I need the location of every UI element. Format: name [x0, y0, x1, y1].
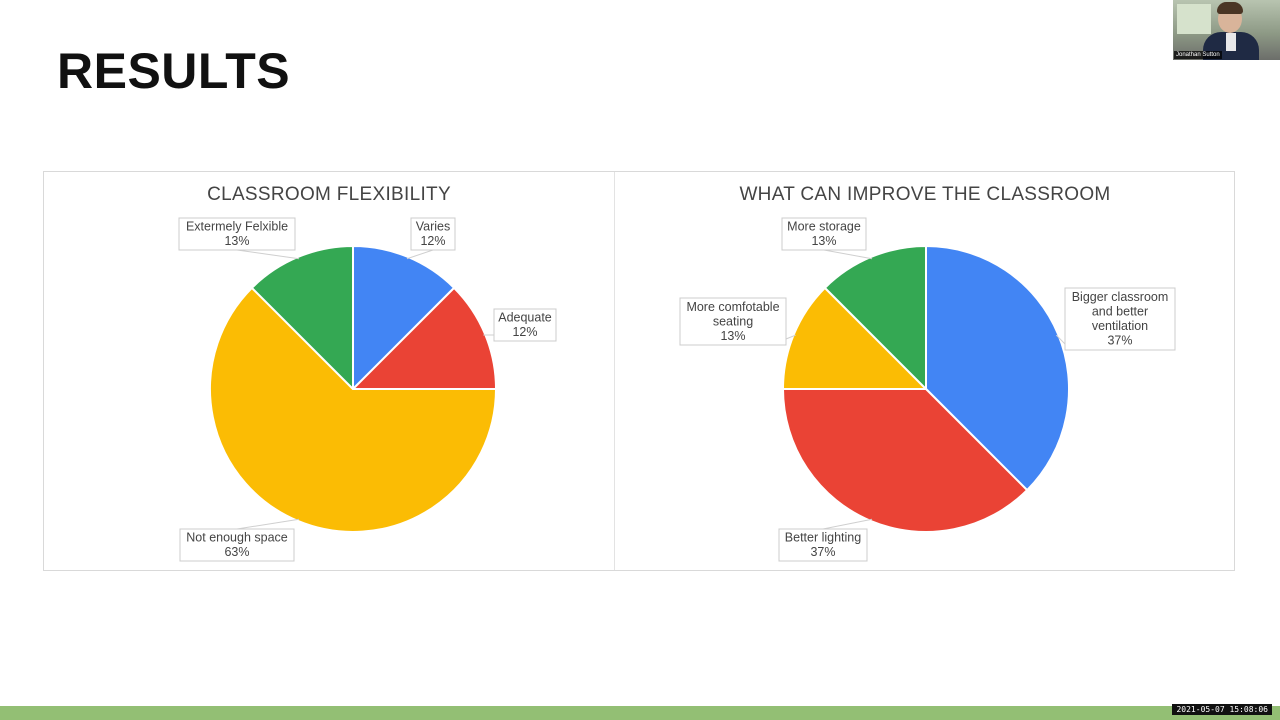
slice-percent-text: 12% — [512, 325, 537, 339]
participant-video-tile[interactable]: Jonathan Sutton — [1173, 0, 1280, 60]
callout-leader-line — [1055, 334, 1066, 345]
callout-box — [778, 528, 868, 562]
callout-box — [781, 217, 867, 251]
slice-label-text: More storage — [787, 220, 861, 234]
chart-title: CLASSROOM FLEXIBILITY — [207, 184, 451, 205]
chart-panel-improve-classroom: WHAT CAN IMPROVE THE CLASSROOM Bigger cl… — [614, 172, 1235, 570]
slice-label-text: Bigger classroom — [1072, 290, 1169, 304]
callout-leader-line — [785, 334, 796, 340]
slice-percent-text: 63% — [224, 545, 249, 559]
callout-box — [179, 528, 295, 562]
callout-leader-line — [406, 249, 434, 260]
charts-frame: CLASSROOM FLEXIBILITY Varies 12% Adequate 1… — [43, 171, 1235, 571]
slice-percent-text: 37% — [810, 545, 835, 559]
slice-label-text: Adequate — [498, 311, 552, 325]
callout-leader-line — [236, 249, 300, 260]
slice-percent-text: 12% — [420, 234, 445, 248]
chart-panel-classroom-flexibility: CLASSROOM FLEXIBILITY Varies 12% Adequate 1… — [44, 172, 614, 570]
bottom-accent-bar — [0, 706, 1280, 720]
callout-leader-line — [236, 518, 300, 530]
slice-percent-text: 37% — [1107, 334, 1132, 348]
video-background — [1177, 4, 1211, 34]
pie-slice-extermely-felxible[interactable] — [250, 245, 354, 390]
pie-slice-better-lighting[interactable] — [782, 388, 1029, 533]
slice-label-text: Better lighting — [785, 531, 861, 545]
callout-leader-line — [822, 518, 873, 530]
slice-percent-text: 13% — [811, 234, 836, 248]
slice-label-text: ventilation — [1092, 319, 1148, 333]
pie-slice-varies[interactable] — [352, 245, 456, 390]
callout-box — [679, 297, 787, 346]
pie-slice-bigger-classroom-and-better-ventilation[interactable] — [925, 245, 1070, 492]
slide-title: RESULTS — [57, 43, 291, 99]
pie-slices — [782, 245, 1070, 533]
callout-box — [410, 217, 456, 251]
slice-label-text: Varies — [416, 220, 451, 234]
slice-label-text: seating — [713, 314, 753, 328]
slice-percent-text: 13% — [224, 234, 249, 248]
pie-slice-not-enough-space[interactable] — [209, 286, 497, 533]
participant-hair — [1217, 2, 1243, 14]
slice-label-text: and better — [1092, 305, 1148, 319]
callout-box — [178, 217, 296, 251]
slice-label-text: Extermely Felxible — [186, 220, 288, 234]
recording-timestamp: 2021-05-07 15:08:06 — [1172, 704, 1272, 715]
callout-leader-line — [823, 249, 873, 260]
participant-shirt — [1226, 33, 1236, 51]
pie-slice-adequate[interactable] — [352, 286, 497, 390]
callout-box — [493, 308, 557, 342]
pie-slices — [209, 245, 497, 533]
slice-label-text: Not enough space — [186, 531, 288, 545]
chart-title: WHAT CAN IMPROVE THE CLASSROOM — [739, 184, 1111, 205]
participant-name-tag: Jonathan Sutton — [1174, 51, 1222, 59]
callout-box — [1064, 287, 1176, 351]
slice-percent-text: 13% — [720, 329, 745, 343]
slice-label-text: More comfotable — [686, 300, 779, 314]
pie-slice-more-storage[interactable] — [823, 245, 927, 390]
pie-slice-more-comfotable-seating[interactable] — [782, 286, 927, 390]
